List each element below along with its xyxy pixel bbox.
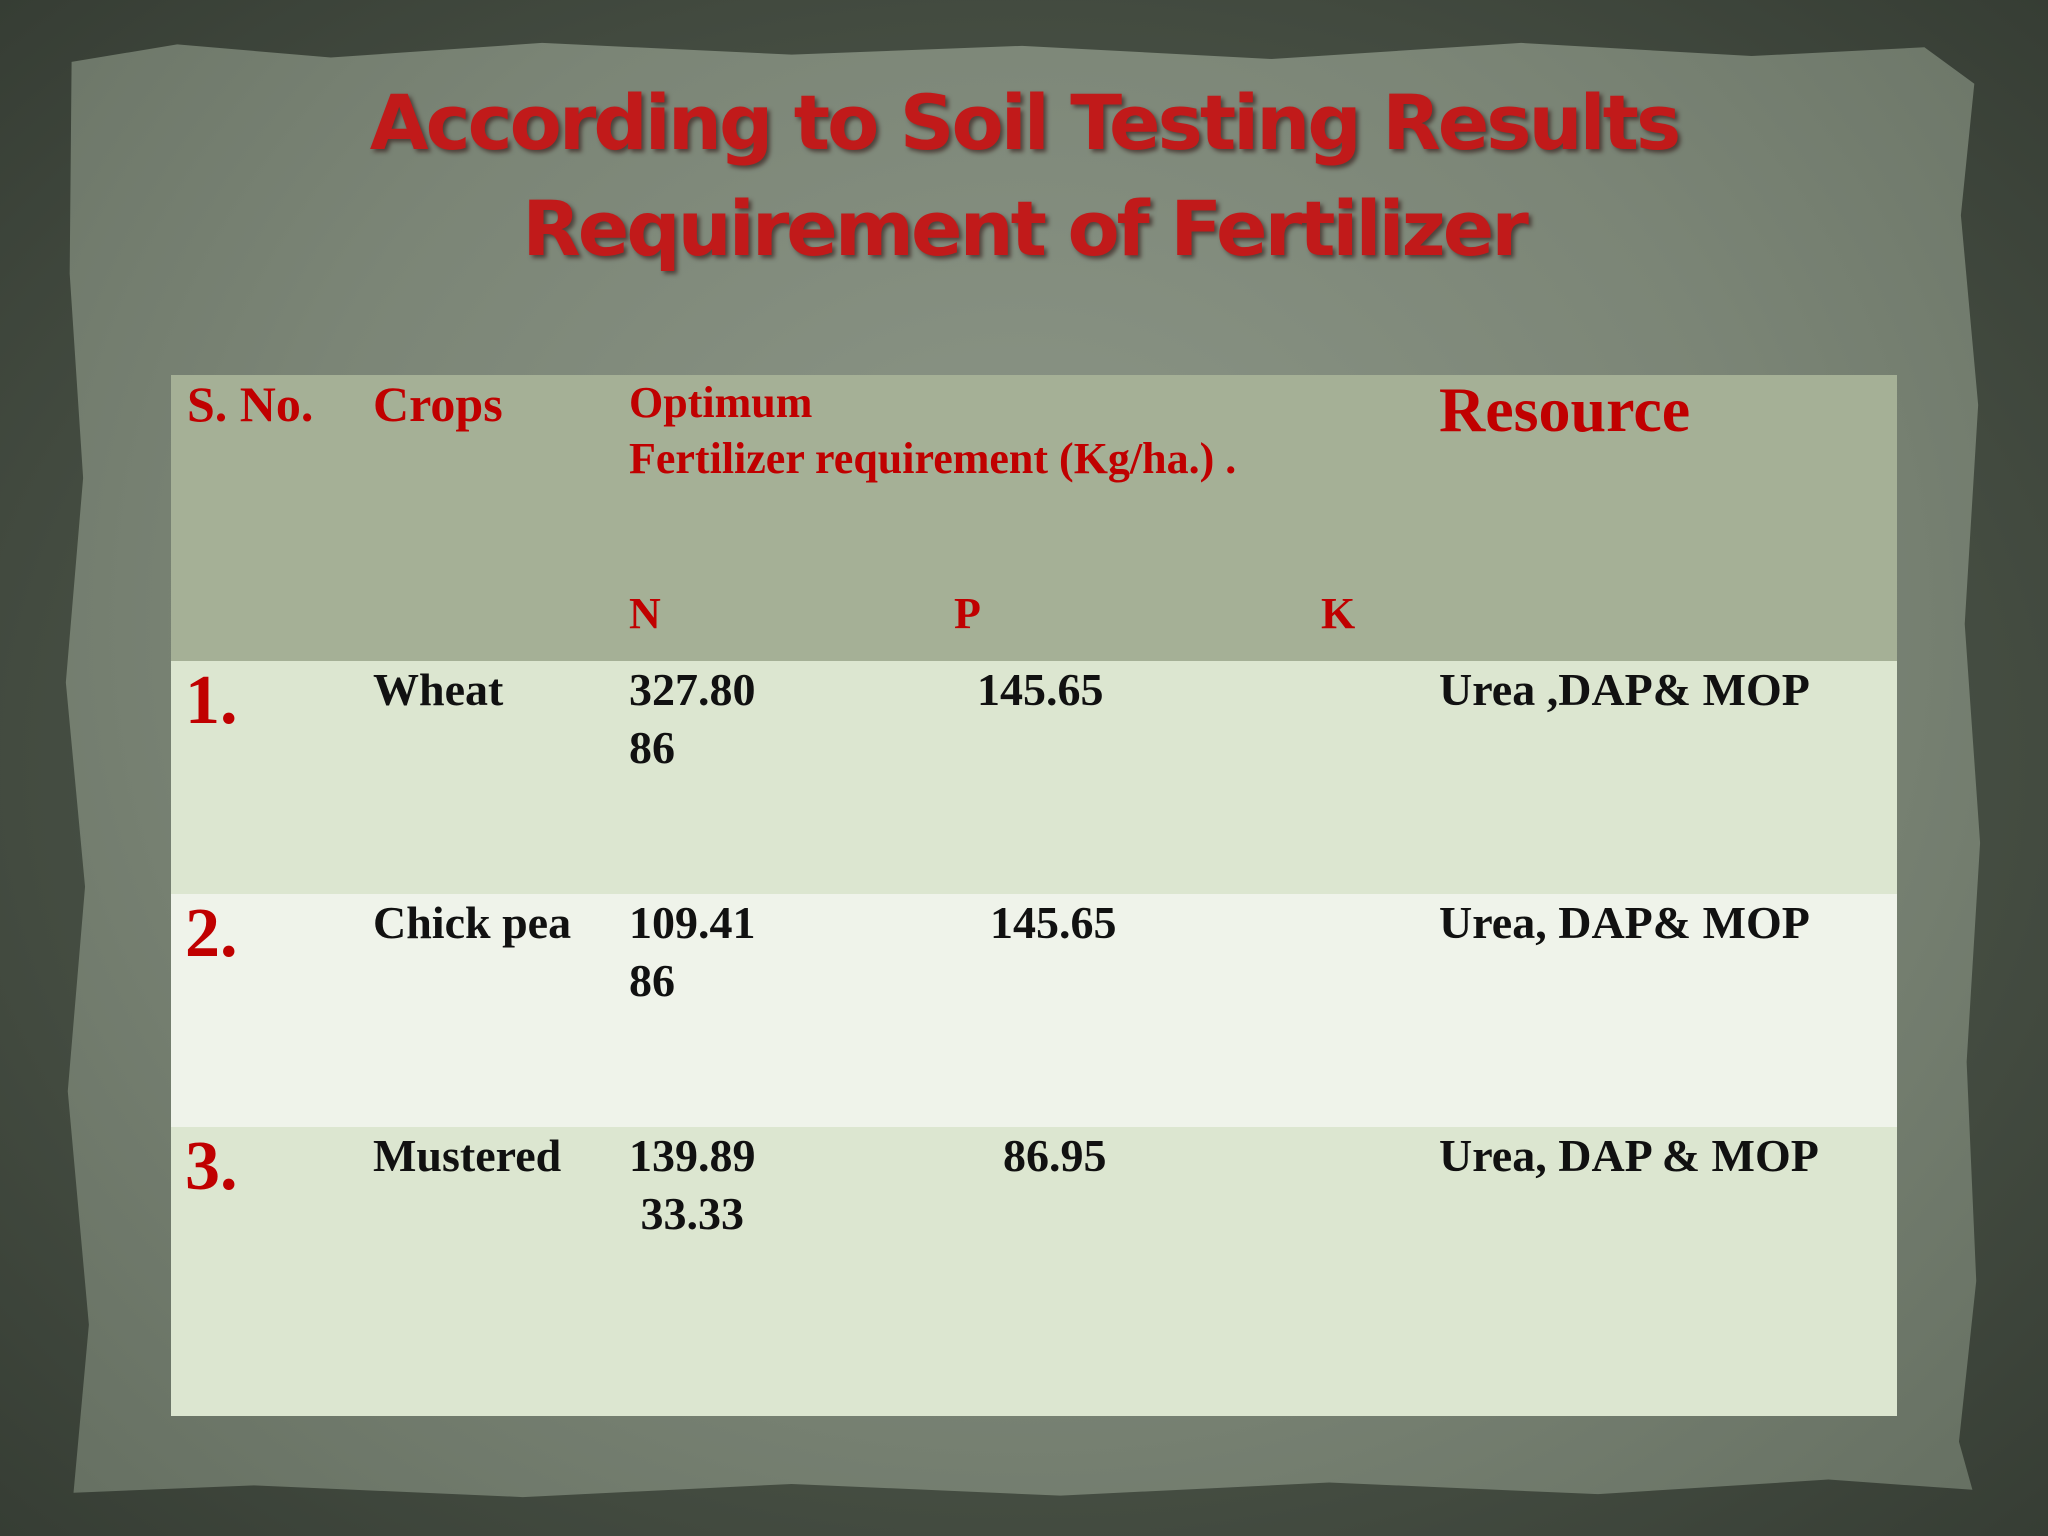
- row-number: 2.: [185, 895, 238, 972]
- p-value: 86.95: [1003, 1130, 1107, 1181]
- header-resource: Resource: [1439, 374, 1691, 445]
- n-value-line2: 86: [629, 955, 675, 1006]
- header-k: K: [1321, 589, 1356, 638]
- n-value: 139.89: [629, 1130, 756, 1181]
- crop-name: Mustered: [373, 1130, 562, 1181]
- resource-value: Urea, DAP & MOP: [1439, 1130, 1819, 1181]
- fertilizer-table: S. No. Crops Optimum Fertilizer requirem…: [171, 374, 1897, 1416]
- row-number: 3.: [185, 1128, 238, 1205]
- n-value-line2: 33.33: [629, 1188, 745, 1239]
- header-sno: S. No.: [187, 376, 314, 432]
- header-optimum: Optimum: [629, 378, 813, 427]
- n-value: 109.41: [629, 897, 756, 948]
- header-n: N: [629, 589, 661, 638]
- header-requirement: Fertilizer requirement (Kg/ha.) .: [629, 434, 1237, 483]
- p-value: 145.65: [977, 664, 1104, 715]
- header-crops: Crops: [373, 376, 503, 432]
- n-value-line2: 86: [629, 722, 675, 773]
- table-row: 2. Chick pea 109.41 86 145.65 Urea, DAP&…: [171, 894, 1897, 1127]
- table-header-row: S. No. Crops Optimum Fertilizer requirem…: [171, 374, 1897, 661]
- resource-value: Urea ,DAP& MOP: [1439, 664, 1810, 715]
- title-line-2: Requirement of Fertilizer: [522, 184, 1529, 273]
- p-value: 145.65: [990, 897, 1117, 948]
- resource-value: Urea, DAP& MOP: [1439, 897, 1810, 948]
- table-row: 3. Mustered 139.89 33.33 86.95 Urea, DAP…: [171, 1127, 1897, 1416]
- n-value: 327.80: [629, 664, 756, 715]
- title-line-1: According to Soil Testing Results: [369, 78, 1681, 167]
- crop-name: Chick pea: [373, 897, 572, 948]
- row-number: 1.: [185, 662, 238, 739]
- crop-name: Wheat: [373, 664, 504, 715]
- table-row: 1. Wheat 327.80 86 145.65 Urea ,DAP& MOP: [171, 661, 1897, 894]
- header-p: P: [954, 589, 981, 638]
